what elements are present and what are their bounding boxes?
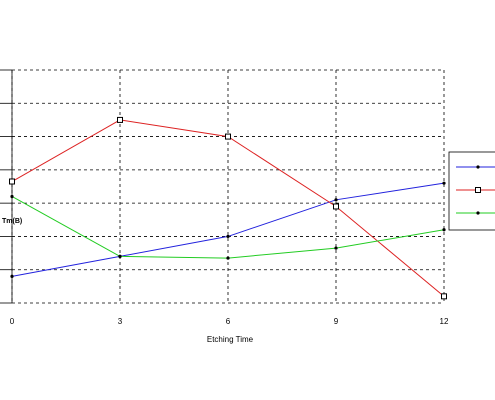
y-axis-title: Tm(B) xyxy=(2,218,22,225)
data-point-marker xyxy=(333,203,339,210)
data-point-marker xyxy=(10,274,14,278)
data-point-marker xyxy=(334,246,338,250)
legend-box xyxy=(448,151,495,231)
x-tick-label: 6 xyxy=(226,317,231,326)
data-point-marker xyxy=(118,254,122,258)
data-point-marker xyxy=(10,194,14,199)
grid xyxy=(0,69,445,304)
x-tick-label: 3 xyxy=(118,317,123,326)
tick-labels: 0 3 6 9 12 xyxy=(10,317,449,326)
data-point-marker xyxy=(226,256,230,260)
legend-marker xyxy=(476,211,480,215)
data-point-marker xyxy=(441,293,447,300)
x-axis-title: Etching Time xyxy=(207,335,254,344)
x-tick-label: 12 xyxy=(440,317,449,326)
data-point-marker xyxy=(442,228,446,232)
series-layer xyxy=(9,116,447,300)
data-point-marker xyxy=(225,133,231,140)
data-point-marker xyxy=(334,198,338,202)
data-point-marker xyxy=(9,178,15,185)
legend-marker xyxy=(476,165,480,169)
data-point-marker xyxy=(117,116,123,123)
data-point-marker xyxy=(442,181,446,185)
x-tick-label: 0 xyxy=(10,317,15,326)
legend-marker xyxy=(475,187,481,193)
legend xyxy=(448,151,495,231)
data-point-marker xyxy=(226,234,230,239)
x-tick-label: 9 xyxy=(334,317,339,326)
